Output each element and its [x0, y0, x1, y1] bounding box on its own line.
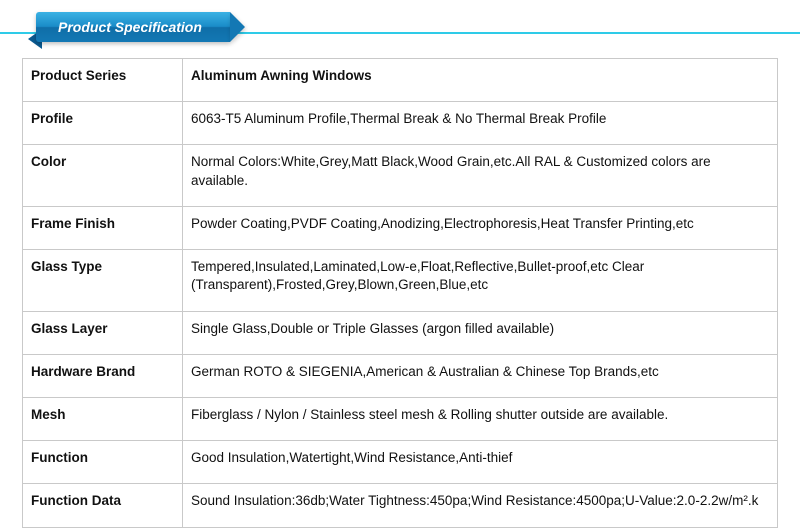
- row-label: Mesh: [23, 397, 183, 440]
- table-row: Frame Finish Powder Coating,PVDF Coating…: [23, 206, 778, 249]
- row-label: Color: [23, 145, 183, 206]
- table-row: Glass Type Tempered,Insulated,Laminated,…: [23, 250, 778, 311]
- table-row: Profile 6063-T5 Aluminum Profile,Thermal…: [23, 102, 778, 145]
- row-label: Frame Finish: [23, 206, 183, 249]
- row-value: Aluminum Awning Windows: [183, 59, 778, 102]
- row-value: Fiberglass / Nylon / Stainless steel mes…: [183, 397, 778, 440]
- section-ribbon: Product Specification: [28, 12, 245, 50]
- row-label: Hardware Brand: [23, 354, 183, 397]
- row-value: Tempered,Insulated,Laminated,Low-e,Float…: [183, 250, 778, 311]
- table-row: Function Good Insulation,Watertight,Wind…: [23, 441, 778, 484]
- ribbon-label: Product Specification: [36, 12, 230, 42]
- row-label: Glass Layer: [23, 311, 183, 354]
- ribbon-arrow: [230, 12, 245, 42]
- row-value: 6063-T5 Aluminum Profile,Thermal Break &…: [183, 102, 778, 145]
- row-value: Single Glass,Double or Triple Glasses (a…: [183, 311, 778, 354]
- row-label: Profile: [23, 102, 183, 145]
- table-row: Mesh Fiberglass / Nylon / Stainless stee…: [23, 397, 778, 440]
- table-row: Glass Layer Single Glass,Double or Tripl…: [23, 311, 778, 354]
- row-label: Glass Type: [23, 250, 183, 311]
- row-value: Powder Coating,PVDF Coating,Anodizing,El…: [183, 206, 778, 249]
- table-row: Product Series Aluminum Awning Windows: [23, 59, 778, 102]
- row-value: German ROTO & SIEGENIA,American & Austra…: [183, 354, 778, 397]
- row-label: Function: [23, 441, 183, 484]
- table-row: Color Normal Colors:White,Grey,Matt Blac…: [23, 145, 778, 206]
- spec-table: Product Series Aluminum Awning Windows P…: [22, 58, 778, 528]
- row-value: Normal Colors:White,Grey,Matt Black,Wood…: [183, 145, 778, 206]
- spec-table-container: Product Series Aluminum Awning Windows P…: [22, 58, 778, 528]
- table-row: Hardware Brand German ROTO & SIEGENIA,Am…: [23, 354, 778, 397]
- row-value: Good Insulation,Watertight,Wind Resistan…: [183, 441, 778, 484]
- row-label: Product Series: [23, 59, 183, 102]
